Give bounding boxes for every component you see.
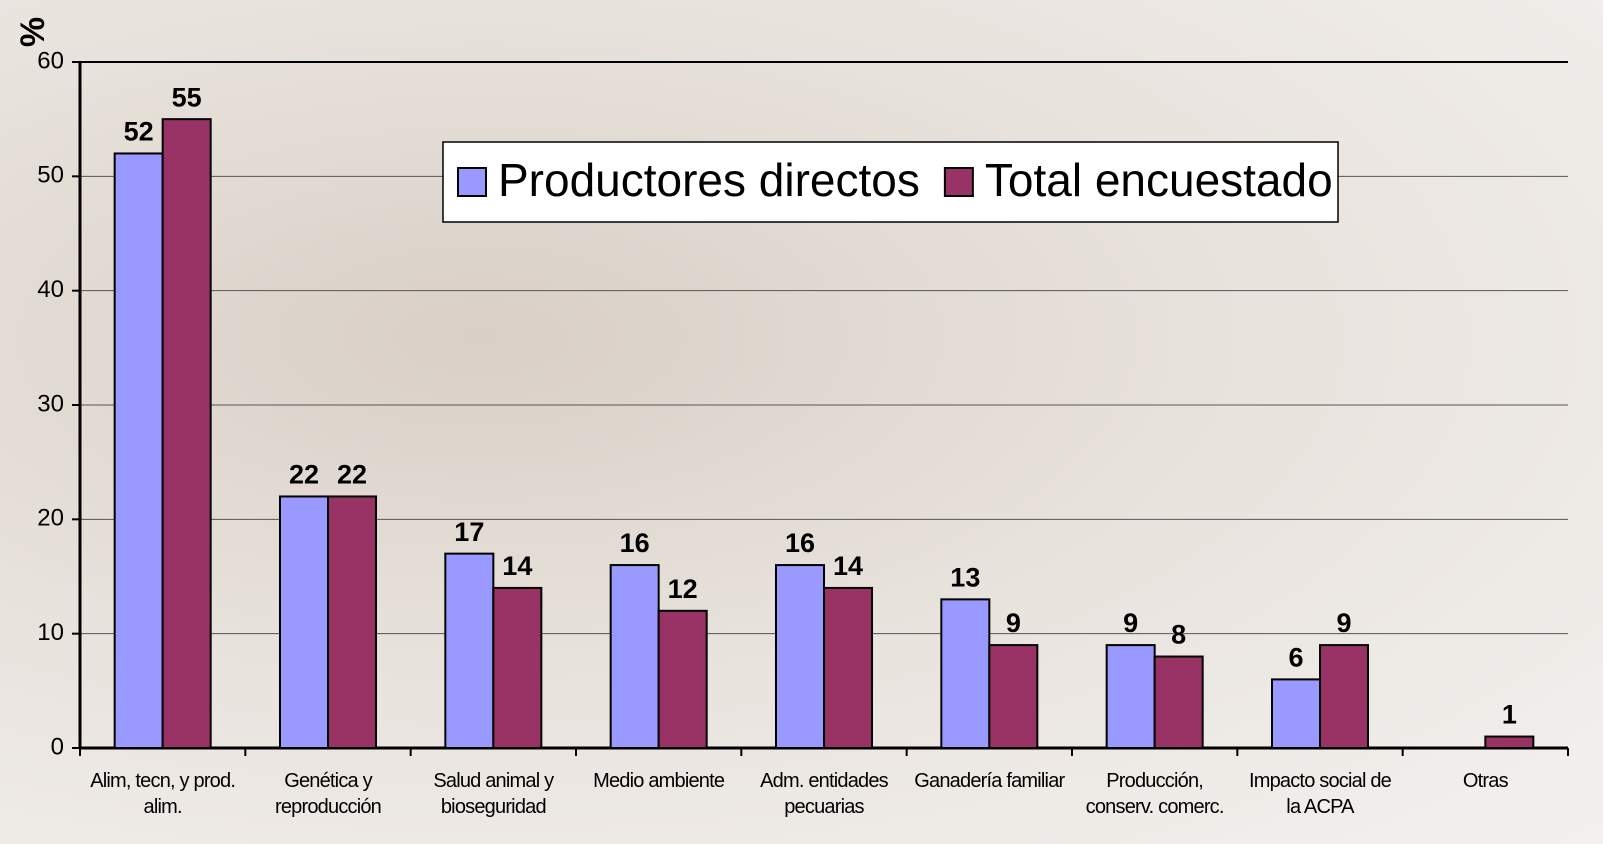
x-tick-label: Impacto social de la ACPA [1248,770,1392,818]
x-tick-label: Salud animal y bioseguridad [433,770,554,818]
value-label: 6 [1288,643,1303,673]
y-tick-label: 0 [51,733,64,760]
value-label: 16 [620,528,650,558]
x-tick-label: Otras [1462,770,1509,792]
y-tick-label: 60 [37,47,64,74]
x-tick-label: Adm. entidades pecuarias [760,770,889,818]
bar [279,495,329,750]
value-label: 17 [454,517,484,547]
value-label: 8 [1171,620,1186,650]
bar [940,598,991,749]
value-label: 9 [1336,608,1351,638]
y-tick-label: 10 [37,619,64,646]
value-label: 1 [1502,700,1517,730]
value-label: 16 [785,528,815,558]
value-label: 12 [668,574,698,604]
legend-box [442,141,1339,223]
bar [609,564,660,749]
bar [1105,644,1156,749]
y-axis-label: % [14,17,52,47]
bar [1153,655,1204,749]
y-tick-label: 30 [37,390,64,417]
x-tick-label: Medio ambiente [593,770,725,792]
legend-label: Total encuestado [985,154,1333,206]
x-tick-label: Alim, tecn, y prod. alim. [90,770,236,818]
y-tick-label: 20 [37,505,64,532]
bar [823,586,873,750]
value-label: 9 [1123,608,1138,638]
bar [161,118,212,749]
value-label: 22 [337,460,367,490]
bar [988,644,1039,749]
value-label: 13 [950,562,980,592]
x-tick-label: Ganadería familiar [914,770,1065,792]
y-tick-label: 50 [37,162,64,189]
bar [444,552,495,750]
y-tick-label: 40 [37,276,64,303]
bar [327,495,377,750]
legend-label: Productores directos [498,154,920,206]
legend-swatch [457,167,487,197]
legend-swatch [943,167,974,197]
bar [113,152,164,749]
bar [1484,735,1535,749]
bar [775,564,825,749]
value-label: 55 [172,82,202,112]
value-label: 52 [124,117,154,147]
value-label: 14 [833,551,863,581]
x-tick-label: Producción, conserv. comerc. [1085,770,1225,818]
x-tick-label: Genética y reproducción [274,770,382,818]
value-label: 9 [1006,608,1021,638]
value-label: 22 [289,460,319,490]
bar [492,586,543,750]
value-label: 14 [502,551,532,581]
bar [1271,678,1321,750]
bar [657,609,708,749]
bar [1319,644,1369,749]
